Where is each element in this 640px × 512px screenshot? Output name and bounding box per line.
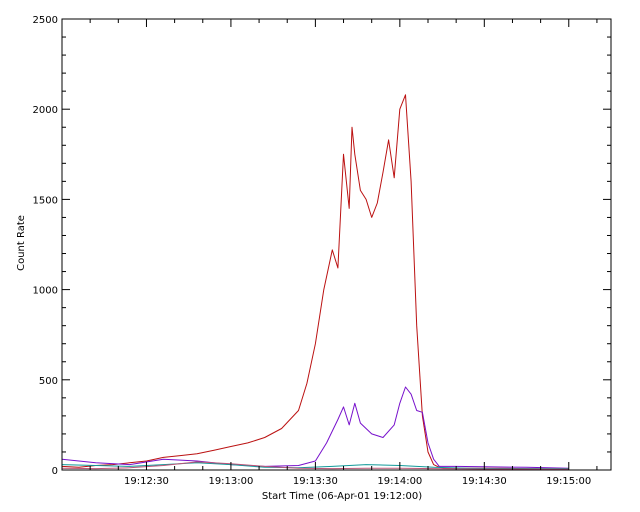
y-axis-title: Count Rate bbox=[16, 215, 27, 271]
axis-layer bbox=[61, 18, 612, 471]
y-tick-label: 2000 bbox=[33, 105, 58, 116]
x-tick-label: 19:12:30 bbox=[124, 476, 169, 487]
y-tick-label: 1000 bbox=[33, 286, 58, 297]
y-tick-label: 500 bbox=[39, 376, 58, 387]
x-tick-label: 19:14:00 bbox=[377, 476, 422, 487]
x-tick-label: 19:15:00 bbox=[546, 476, 591, 487]
plot-frame bbox=[61, 18, 612, 471]
x-tick-label: 19:13:30 bbox=[293, 476, 338, 487]
x-tick-label: 19:13:00 bbox=[208, 476, 253, 487]
x-tick-label: 19:14:30 bbox=[462, 476, 507, 487]
x-axis-title: Start Time (06-Apr-01 19:12:00) bbox=[262, 491, 422, 502]
label-layer: 0 500 1000 1500 2000 2500 19:12:30 19:13:00 19:1… bbox=[33, 15, 592, 487]
y-tick-label: 1500 bbox=[33, 195, 58, 206]
y-tick-label: 0 bbox=[52, 466, 58, 477]
series-line-1 bbox=[61, 94, 569, 470]
y-tick-label: 2500 bbox=[33, 15, 58, 26]
